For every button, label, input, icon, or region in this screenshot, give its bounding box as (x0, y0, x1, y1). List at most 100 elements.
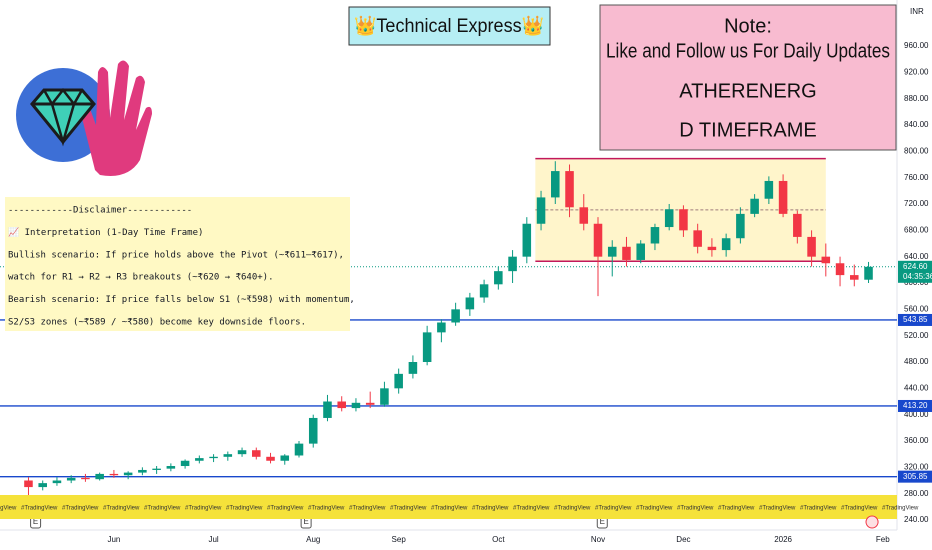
y-tick-label: 280.00 (904, 489, 929, 498)
y-tick-label: 800.00 (904, 146, 929, 155)
candle-body (693, 230, 702, 247)
watermark-text: #TradingView (759, 506, 796, 512)
candle-body (138, 469, 147, 473)
x-tick-label: Sep (392, 535, 407, 544)
candle-body (308, 417, 318, 444)
candle-body (52, 480, 62, 484)
watermark-text: #TradingView (554, 506, 591, 512)
y-tick-label: 320.00 (904, 462, 929, 471)
watermark-text: #TradingView (103, 506, 140, 512)
event-marker: E (600, 517, 605, 526)
event-marker: E (33, 517, 38, 526)
candle-body (437, 322, 446, 333)
x-tick-label: Dec (676, 535, 690, 544)
x-tick-label: 2026 (774, 535, 792, 544)
x-tick-label: Oct (492, 535, 505, 544)
candle-body (323, 401, 332, 418)
watermark-text: #TradingView (595, 506, 632, 512)
candle-body (38, 483, 47, 488)
logo (16, 60, 152, 176)
candle-body (166, 466, 176, 469)
y-tick-label: 480.00 (904, 357, 929, 366)
candle-body (508, 256, 517, 272)
watermark-text: #TradingView (308, 506, 345, 512)
x-tick-label: Feb (876, 535, 890, 544)
candle-body (793, 213, 802, 237)
x-tick-label: Aug (306, 535, 320, 544)
candle-body (622, 246, 631, 260)
note-symbol: ATHERENERG (679, 80, 816, 102)
watermark-strip (0, 495, 897, 519)
candle-body (24, 480, 33, 488)
watermark-text: #TradingView (349, 506, 386, 512)
watermark-text: #TradingView (226, 506, 263, 512)
candle-body (394, 373, 403, 389)
candle-body (778, 180, 788, 214)
watermark-text: #TradingView (21, 506, 58, 512)
candle-body (707, 246, 717, 251)
candle-body (266, 456, 275, 461)
disclaimer-line: Bullish scenario: If price holds above t… (8, 250, 344, 260)
candle-body (607, 246, 617, 257)
watermark-text: #TradingView (636, 506, 673, 512)
disclaimer-line: ------------Disclaimer------------ (8, 206, 192, 216)
candle-body (109, 473, 119, 476)
note-box (599, 4, 897, 151)
watermark-text: #TradingView (0, 506, 17, 512)
price-label-box (898, 470, 932, 483)
candle-body (679, 209, 688, 231)
watermark-text: #TradingView (390, 506, 427, 512)
candle-body (408, 362, 418, 374)
candle-body (209, 456, 218, 459)
x-tick-label: Nov (591, 535, 605, 544)
candle-body (821, 256, 831, 264)
candle-body (864, 266, 873, 280)
candle-body (579, 207, 589, 224)
note-title: Note: (724, 15, 772, 37)
candle-body (365, 402, 375, 405)
candle-body (380, 388, 389, 405)
currency-label: INR (910, 7, 924, 16)
disclaimer-line: watch for R1 → R2 → R3 breakouts (~₹620 … (8, 273, 274, 283)
candle-body (280, 455, 290, 461)
y-tick-label: 880.00 (904, 94, 929, 103)
watermark-text: #TradingView (144, 506, 181, 512)
watermark-text: #TradingView (513, 506, 550, 512)
banner-box (348, 6, 551, 46)
candle-body (180, 460, 190, 467)
countdown: 04:35:36 (903, 272, 932, 281)
y-tick-label: 240.00 (904, 515, 929, 524)
candle-body (237, 450, 247, 455)
price-label-box (898, 313, 932, 326)
x-tick-label: Jun (107, 535, 120, 544)
candle-body (850, 275, 859, 280)
candle-body (66, 477, 76, 481)
watermark-text: #TradingView (185, 506, 222, 512)
candle-body (764, 180, 774, 199)
candle-body (252, 450, 261, 457)
watermark-text: #TradingView (62, 506, 99, 512)
watermark-text: #TradingView (800, 506, 837, 512)
event-marker: E (303, 517, 308, 526)
candle-body (593, 223, 603, 257)
x-tick-label: Jul (208, 535, 218, 544)
disclaimer-line: 📈 Interpretation (1-Day Time Frame) (8, 226, 203, 238)
disclaimer-line: S2/S3 zones (~₹589 / ~₹580) become key d… (8, 318, 306, 328)
y-tick-label: 440.00 (904, 383, 929, 392)
banner-text: 👑Technical Express👑 (354, 15, 544, 37)
candle-body (835, 263, 845, 276)
y-tick-label: 920.00 (904, 67, 929, 76)
watermark-text: #TradingView (841, 506, 878, 512)
candle-body (522, 223, 532, 257)
note-line: Like and Follow us For Daily Updates (606, 40, 890, 62)
y-tick-label: 760.00 (904, 173, 929, 182)
watermark-text: #TradingView (677, 506, 714, 512)
candle-body (451, 309, 460, 323)
note-timeframe: D TIMEFRAME (679, 119, 816, 141)
candle-body (494, 271, 503, 285)
candle-body (223, 454, 233, 457)
candle-body (152, 468, 161, 470)
watermark-text: #TradingView (431, 506, 468, 512)
